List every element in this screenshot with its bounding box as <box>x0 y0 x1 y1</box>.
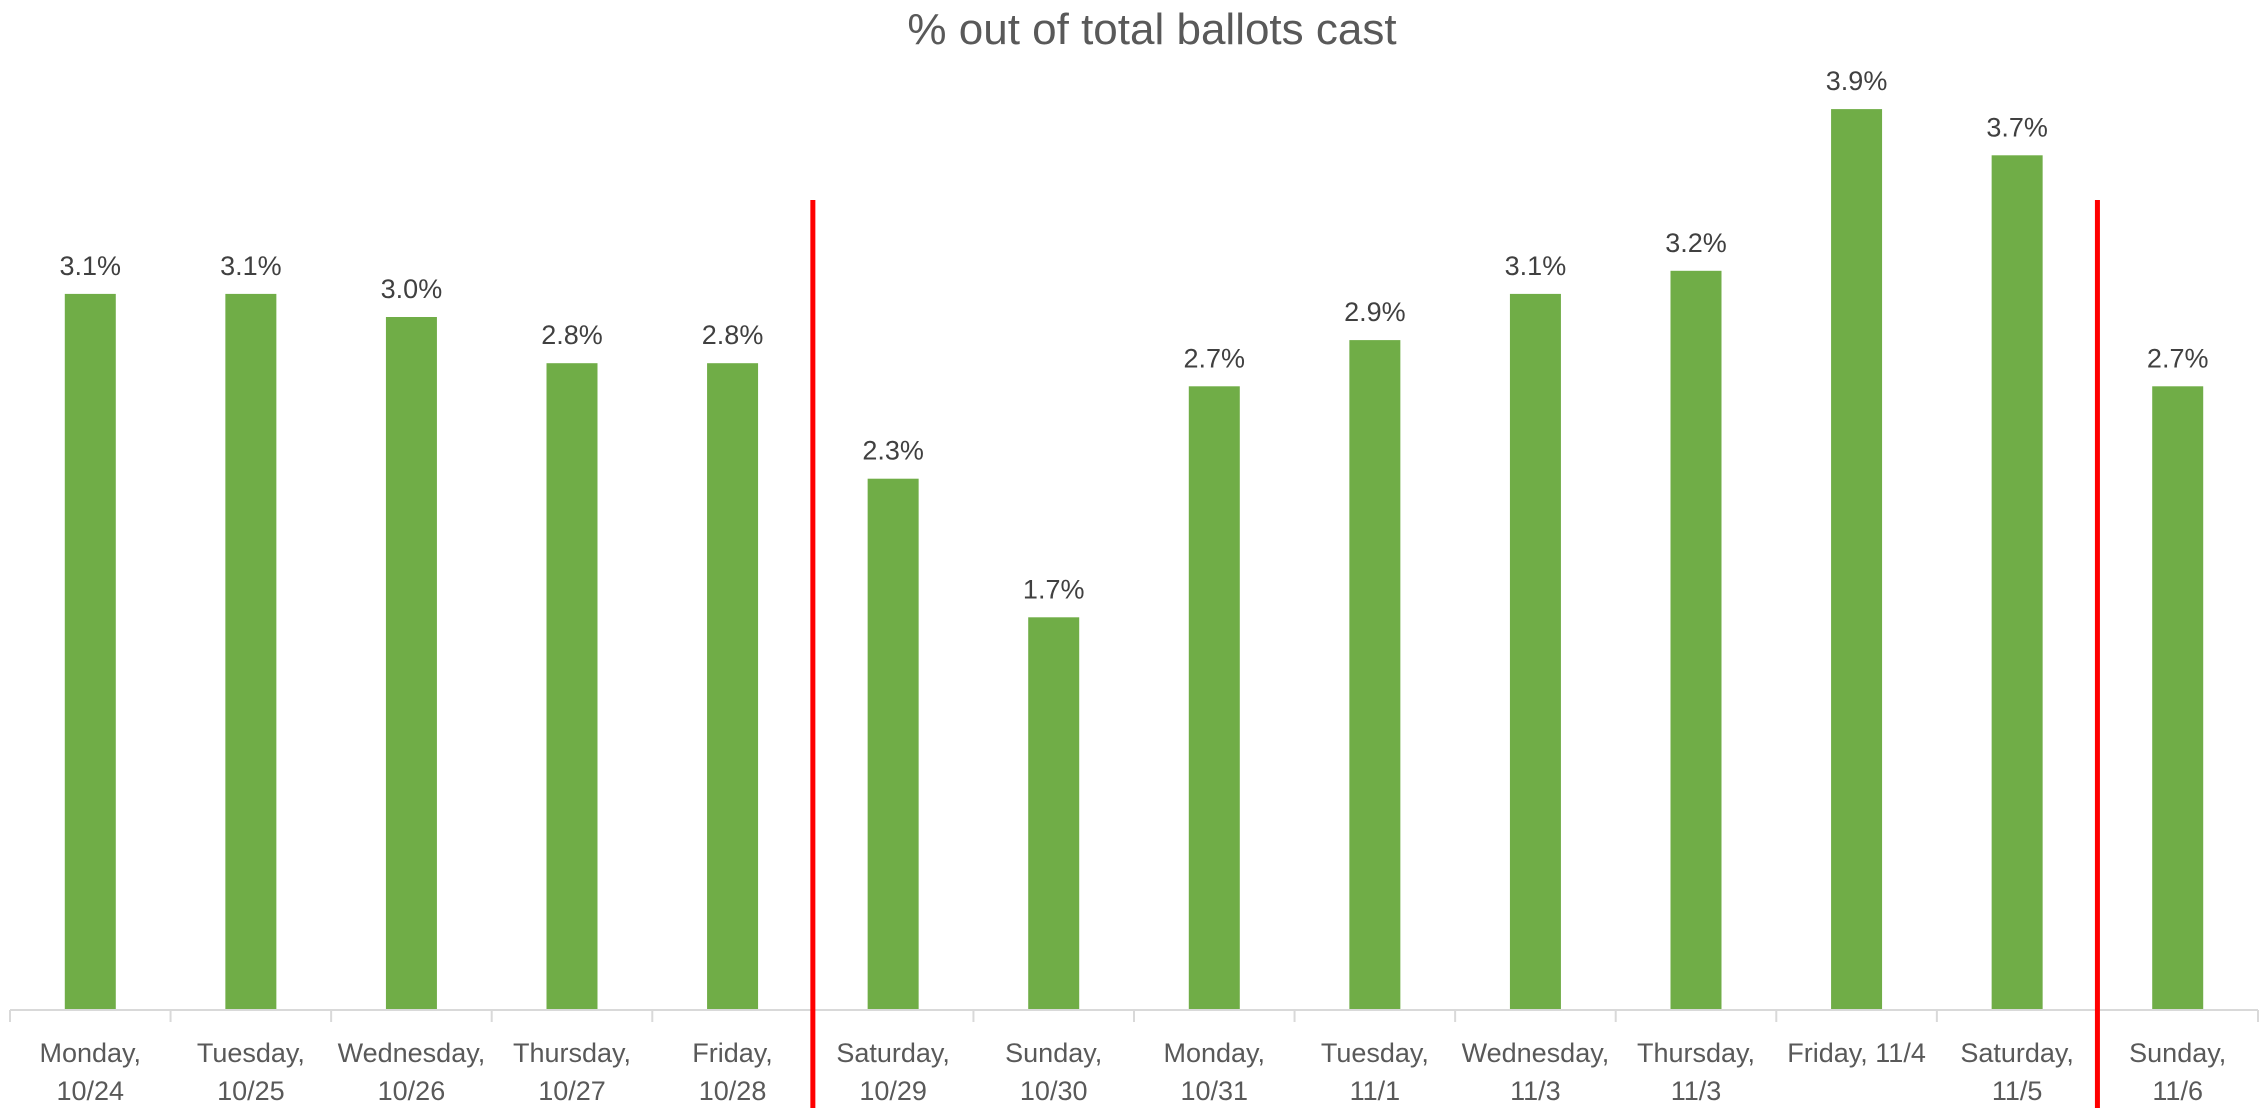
chart-title: % out of total ballots cast <box>907 5 1396 54</box>
bar <box>2152 386 2204 1010</box>
data-label: 2.3% <box>862 436 924 466</box>
x-tick-label-line: 10/28 <box>699 1076 767 1106</box>
x-tick-label: Monday, 10/24 <box>40 1038 142 1106</box>
bar <box>1349 340 1401 1011</box>
x-tick-label: Sunday, 11/6 <box>2129 1038 2226 1106</box>
bar <box>1670 270 1722 1010</box>
data-label: 2.7% <box>1184 343 1246 373</box>
x-tick-label-line: Friday, 11/4 <box>1787 1038 1926 1068</box>
bar <box>385 317 437 1010</box>
bar <box>1028 617 1080 1010</box>
x-tick-label: Tuesday, 10/25 <box>197 1038 305 1106</box>
x-tick-label-line: Tuesday, <box>197 1038 305 1068</box>
x-tick-label: Sunday, 10/30 <box>1005 1038 1102 1106</box>
data-label: 2.7% <box>2147 343 2209 373</box>
x-tick-label-line: 11/1 <box>1350 1076 1401 1106</box>
x-tick-label: Wednesday, 10/26 <box>338 1038 486 1106</box>
x-tick-label-line: Friday, <box>692 1038 773 1068</box>
x-tick-label-line: Sunday, <box>2129 1038 2226 1068</box>
bar <box>1991 155 2043 1011</box>
x-tick-label: Saturday, 11/5 <box>1960 1038 2074 1106</box>
x-tick-label: Wednesday, 11/3 <box>1462 1038 1610 1106</box>
x-tick-label-line: 10/31 <box>1181 1076 1249 1106</box>
x-axis: Monday, 10/24 Tuesday, 10/25 Wednesday, 10/26… <box>9 1009 2259 1106</box>
data-label: 3.7% <box>1986 112 2048 142</box>
data-label: 3.0% <box>381 274 443 304</box>
data-labels-layer: 3.1% 3.1% 3.0% 2.8% 2.8% 2.3% 1.7% 2.7% 2.9% 3.1%… <box>60 66 2209 604</box>
x-tick-label-line: 10/27 <box>538 1076 606 1106</box>
data-label: 3.1% <box>220 251 282 281</box>
bar <box>707 363 759 1010</box>
x-tick-label-line: Thursday, <box>1637 1038 1755 1068</box>
bar <box>64 293 116 1010</box>
x-tick-label-line: 11/6 <box>2152 1076 2203 1106</box>
x-tick-label-line: Thursday, <box>513 1038 631 1068</box>
x-tick-label-line: 10/26 <box>378 1076 446 1106</box>
x-tick-label-line: Wednesday, <box>1462 1038 1610 1068</box>
data-label: 2.9% <box>1344 297 1406 327</box>
x-tick-label: Thursday, 11/3 <box>1637 1038 1755 1106</box>
x-tick-label-line: 10/25 <box>217 1076 285 1106</box>
x-tick-label: Saturday, 10/29 <box>836 1038 950 1106</box>
bars-layer <box>64 109 2204 1011</box>
bar <box>225 293 277 1010</box>
x-tick-label: Friday, 11/4 <box>1787 1038 1926 1068</box>
x-tick-label-line: Monday, <box>1164 1038 1266 1068</box>
data-label: 3.9% <box>1826 66 1888 96</box>
vertical-markers <box>810 200 2100 1108</box>
x-tick-label-line: 10/30 <box>1020 1076 1088 1106</box>
data-label: 2.8% <box>541 320 603 350</box>
x-tick-label-line: 11/3 <box>1671 1076 1722 1106</box>
data-label: 3.1% <box>1505 251 1567 281</box>
bar <box>1188 386 1240 1010</box>
bar <box>546 363 598 1010</box>
x-tick-label-line: Tuesday, <box>1321 1038 1429 1068</box>
x-tick-label-line: Saturday, <box>836 1038 950 1068</box>
x-tick-label-line: Saturday, <box>1960 1038 2074 1068</box>
x-tick-label: Monday, 10/31 <box>1164 1038 1266 1106</box>
x-tick-label-line: Wednesday, <box>338 1038 486 1068</box>
data-label: 3.2% <box>1665 228 1727 258</box>
x-tick-label: Tuesday, 11/1 <box>1321 1038 1429 1106</box>
bar <box>1509 293 1561 1010</box>
x-tick-label: Friday, 10/28 <box>692 1038 773 1106</box>
data-label: 2.8% <box>702 320 764 350</box>
bar <box>1831 109 1883 1011</box>
data-label: 3.1% <box>60 251 122 281</box>
x-tick-label: Thursday, 10/27 <box>513 1038 631 1106</box>
x-tick-label-line: 11/5 <box>1992 1076 2043 1106</box>
x-tick-label-line: 10/29 <box>859 1076 927 1106</box>
x-tick-label-line: 11/3 <box>1510 1076 1561 1106</box>
x-tick-label-line: 10/24 <box>57 1076 125 1106</box>
x-tick-label-line: Monday, <box>40 1038 142 1068</box>
data-label: 1.7% <box>1023 574 1085 604</box>
x-tick-label-line: Sunday, <box>1005 1038 1102 1068</box>
bar <box>867 478 919 1010</box>
